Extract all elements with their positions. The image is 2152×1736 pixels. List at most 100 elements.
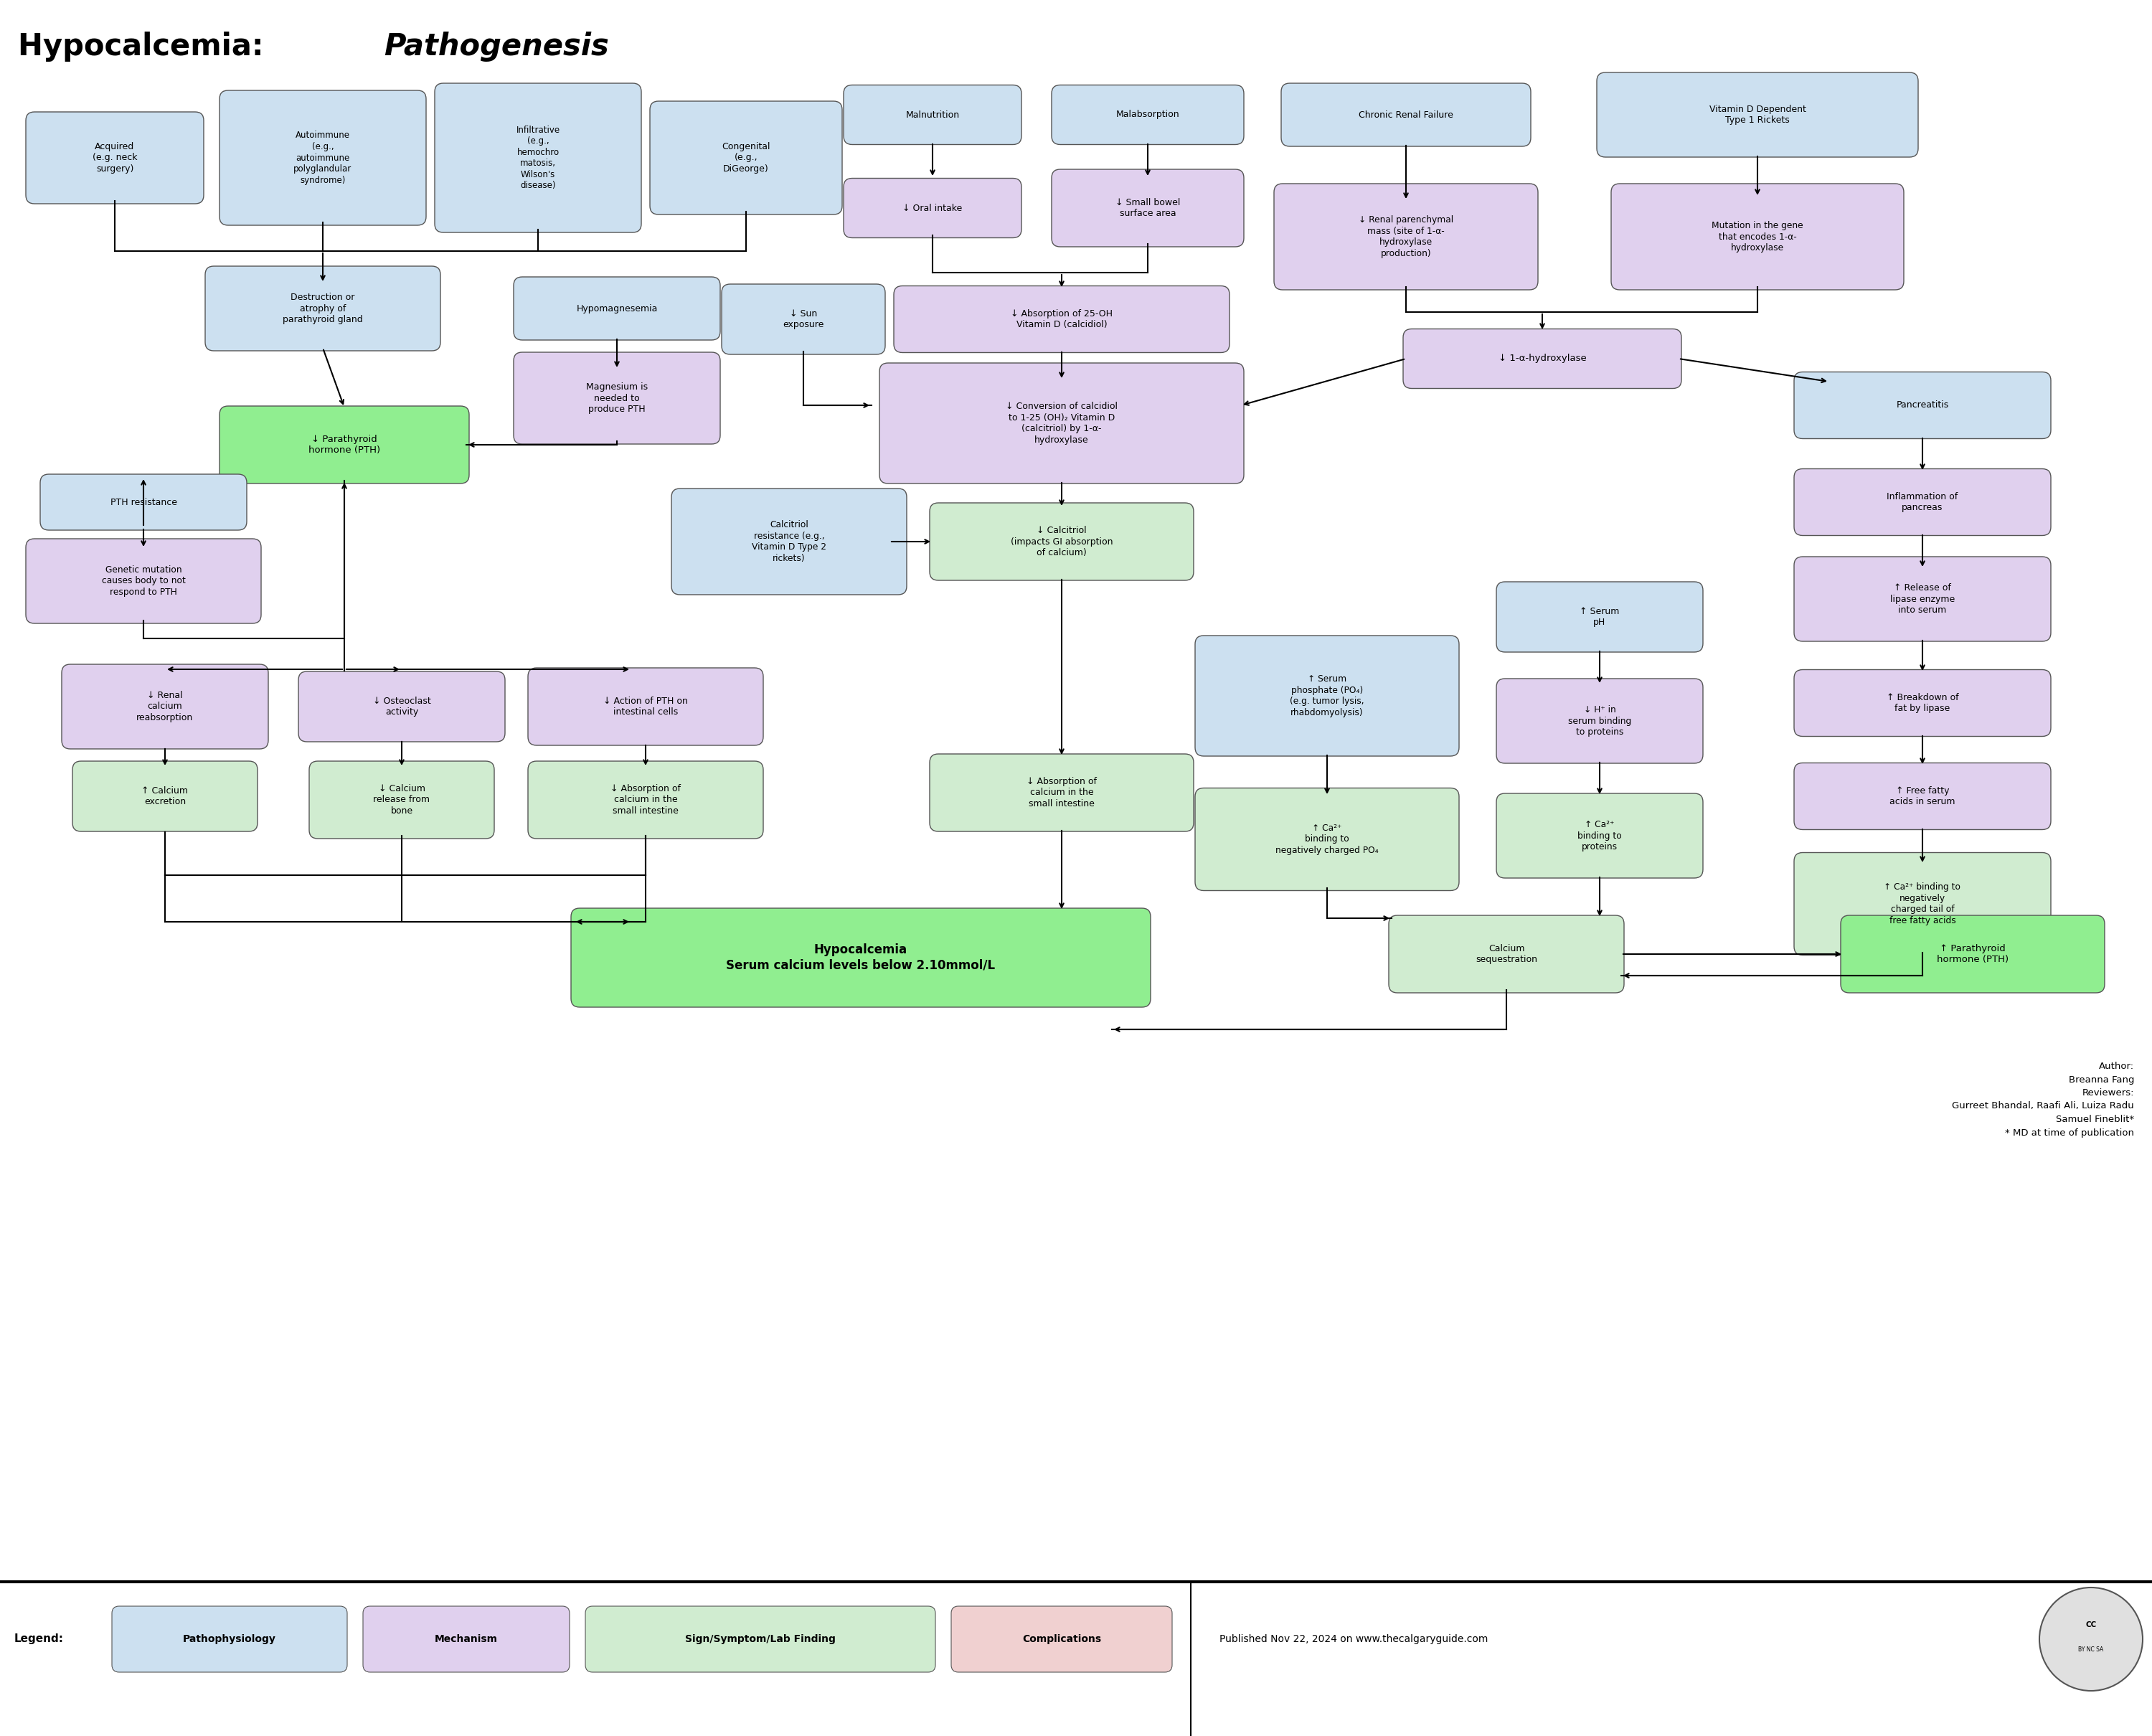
FancyBboxPatch shape (527, 760, 764, 838)
FancyBboxPatch shape (1795, 670, 2051, 736)
Text: Mechanism: Mechanism (435, 1634, 497, 1644)
FancyBboxPatch shape (220, 90, 426, 226)
Text: ↓ Calcitriol
(impacts GI absorption
of calcium): ↓ Calcitriol (impacts GI absorption of c… (1011, 526, 1113, 557)
FancyBboxPatch shape (1052, 170, 1244, 247)
Text: ↓ 1-α-hydroxylase: ↓ 1-α-hydroxylase (1498, 354, 1586, 363)
Text: Calcium
sequestration: Calcium sequestration (1476, 944, 1537, 963)
FancyBboxPatch shape (1388, 915, 1625, 993)
FancyBboxPatch shape (26, 538, 260, 623)
Text: Hypocalcemia
Serum calcium levels below 2.10mmol/L: Hypocalcemia Serum calcium levels below … (725, 943, 996, 972)
Text: ↓ Oral intake: ↓ Oral intake (902, 203, 962, 214)
FancyBboxPatch shape (1496, 793, 1702, 878)
FancyBboxPatch shape (585, 1606, 936, 1672)
Text: Genetic mutation
causes body to not
respond to PTH: Genetic mutation causes body to not resp… (101, 566, 185, 597)
Text: ↑ Ca²⁺
binding to
proteins: ↑ Ca²⁺ binding to proteins (1577, 819, 1623, 851)
FancyBboxPatch shape (844, 179, 1022, 238)
Text: Pathogenesis: Pathogenesis (383, 31, 609, 62)
Text: Calcitriol
resistance (e.g.,
Vitamin D Type 2
rickets): Calcitriol resistance (e.g., Vitamin D T… (751, 521, 826, 562)
Text: ↓ Renal parenchymal
mass (site of 1-α-
hydroxylase
production): ↓ Renal parenchymal mass (site of 1-α- h… (1358, 215, 1453, 259)
FancyBboxPatch shape (1194, 635, 1459, 757)
FancyBboxPatch shape (514, 352, 721, 444)
Text: ↓ Conversion of calcidiol
to 1-25 (OH)₂ Vitamin D
(calcitriol) by 1-α-
hydroxyla: ↓ Conversion of calcidiol to 1-25 (OH)₂ … (1005, 403, 1117, 444)
FancyBboxPatch shape (951, 1606, 1173, 1672)
FancyBboxPatch shape (435, 83, 641, 233)
Text: ↑ Ca²⁺ binding to
negatively
charged tail of
free fatty acids: ↑ Ca²⁺ binding to negatively charged tai… (1885, 882, 1960, 925)
FancyBboxPatch shape (1795, 372, 2051, 439)
Text: ↑ Free fatty
acids in serum: ↑ Free fatty acids in serum (1889, 786, 1956, 807)
Text: ↓ Parathyroid
hormone (PTH): ↓ Parathyroid hormone (PTH) (308, 434, 381, 455)
Text: BY NC SA: BY NC SA (2079, 1647, 2105, 1653)
Text: Inflammation of
pancreas: Inflammation of pancreas (1887, 491, 1958, 512)
FancyBboxPatch shape (310, 760, 495, 838)
FancyBboxPatch shape (1795, 762, 2051, 830)
Text: ↓ Action of PTH on
intestinal cells: ↓ Action of PTH on intestinal cells (603, 696, 689, 717)
Text: Published Nov 22, 2024 on www.thecalgaryguide.com: Published Nov 22, 2024 on www.thecalgary… (1220, 1634, 1487, 1644)
Text: Vitamin D Dependent
Type 1 Rickets: Vitamin D Dependent Type 1 Rickets (1709, 104, 1806, 125)
FancyBboxPatch shape (1597, 73, 1917, 156)
FancyBboxPatch shape (364, 1606, 570, 1672)
FancyBboxPatch shape (73, 760, 258, 832)
Text: Author:
Breanna Fang
Reviewers:
Gurreet Bhandal, Raafi Ali, Luiza Radu
Samuel Fi: Author: Breanna Fang Reviewers: Gurreet … (1952, 1062, 2135, 1137)
FancyBboxPatch shape (299, 672, 506, 741)
Text: Chronic Renal Failure: Chronic Renal Failure (1358, 109, 1453, 120)
Text: Destruction or
atrophy of
parathyroid gland: Destruction or atrophy of parathyroid gl… (282, 293, 364, 325)
Text: Congenital
(e.g.,
DiGeorge): Congenital (e.g., DiGeorge) (721, 142, 770, 174)
FancyBboxPatch shape (650, 101, 841, 215)
FancyBboxPatch shape (844, 85, 1022, 144)
FancyBboxPatch shape (930, 753, 1194, 832)
Text: Hypocalcemia:: Hypocalcemia: (17, 31, 273, 62)
FancyBboxPatch shape (26, 111, 204, 203)
FancyBboxPatch shape (1052, 85, 1244, 144)
FancyBboxPatch shape (1795, 852, 2051, 955)
FancyBboxPatch shape (62, 665, 269, 748)
Text: ↓ Absorption of
calcium in the
small intestine: ↓ Absorption of calcium in the small int… (1027, 778, 1098, 809)
Text: Hypomagnesemia: Hypomagnesemia (577, 304, 659, 312)
Text: Acquired
(e.g. neck
surgery): Acquired (e.g. neck surgery) (93, 142, 138, 174)
Text: ↑ Breakdown of
fat by lipase: ↑ Breakdown of fat by lipase (1887, 693, 1958, 713)
FancyBboxPatch shape (570, 908, 1151, 1007)
FancyBboxPatch shape (1496, 582, 1702, 653)
Text: ↑ Ca²⁺
binding to
negatively charged PO₄: ↑ Ca²⁺ binding to negatively charged PO₄ (1276, 823, 1379, 856)
FancyBboxPatch shape (1612, 184, 1905, 290)
FancyBboxPatch shape (1795, 469, 2051, 535)
Text: ↑ Calcium
excretion: ↑ Calcium excretion (142, 786, 189, 807)
FancyBboxPatch shape (1840, 915, 2105, 993)
Text: CC: CC (2085, 1621, 2096, 1628)
Text: Pancreatitis: Pancreatitis (1896, 401, 1950, 410)
Text: ↓ Sun
exposure: ↓ Sun exposure (783, 309, 824, 330)
FancyBboxPatch shape (41, 474, 247, 529)
Text: Autoimmune
(e.g.,
autoimmune
polyglandular
syndrome): Autoimmune (e.g., autoimmune polyglandul… (293, 130, 353, 184)
Text: Mutation in the gene
that encodes 1-α-
hydroxylase: Mutation in the gene that encodes 1-α- h… (1711, 220, 1803, 252)
Circle shape (2040, 1587, 2143, 1691)
FancyBboxPatch shape (721, 285, 884, 354)
Text: ↓ Absorption of 25-OH
Vitamin D (calcidiol): ↓ Absorption of 25-OH Vitamin D (calcidi… (1011, 309, 1113, 330)
FancyBboxPatch shape (1496, 679, 1702, 764)
Text: ↑ Serum
phosphate (PO₄)
(e.g. tumor lysis,
rhabdomyolysis): ↑ Serum phosphate (PO₄) (e.g. tumor lysi… (1289, 675, 1364, 717)
Text: ↓ H⁺ in
serum binding
to proteins: ↓ H⁺ in serum binding to proteins (1569, 705, 1631, 736)
Text: ↓ Absorption of
calcium in the
small intestine: ↓ Absorption of calcium in the small int… (611, 785, 680, 816)
FancyBboxPatch shape (1795, 557, 2051, 641)
Text: ↓ Osteoclast
activity: ↓ Osteoclast activity (372, 696, 430, 717)
FancyBboxPatch shape (893, 286, 1229, 352)
Text: Magnesium is
needed to
produce PTH: Magnesium is needed to produce PTH (585, 382, 648, 413)
FancyBboxPatch shape (880, 363, 1244, 484)
Text: ↓ Small bowel
surface area: ↓ Small bowel surface area (1115, 198, 1179, 219)
Text: Sign/Symptom/Lab Finding: Sign/Symptom/Lab Finding (684, 1634, 835, 1644)
FancyBboxPatch shape (220, 406, 469, 484)
Text: Complications: Complications (1022, 1634, 1102, 1644)
FancyBboxPatch shape (930, 503, 1194, 580)
FancyBboxPatch shape (112, 1606, 346, 1672)
Text: Infiltrative
(e.g.,
hemochro
matosis,
Wilson's
disease): Infiltrative (e.g., hemochro matosis, Wi… (516, 125, 560, 191)
FancyBboxPatch shape (1274, 184, 1539, 290)
FancyBboxPatch shape (1194, 788, 1459, 891)
Text: PTH resistance: PTH resistance (110, 498, 176, 507)
Text: ↓ Calcium
release from
bone: ↓ Calcium release from bone (374, 785, 430, 816)
Text: Malnutrition: Malnutrition (906, 109, 960, 120)
FancyBboxPatch shape (671, 488, 906, 595)
Text: ↑ Release of
lipase enzyme
into serum: ↑ Release of lipase enzyme into serum (1889, 583, 1954, 615)
FancyBboxPatch shape (514, 278, 721, 340)
Text: ↑ Serum
pH: ↑ Serum pH (1580, 606, 1620, 627)
FancyBboxPatch shape (1403, 328, 1681, 389)
Text: Malabsorption: Malabsorption (1117, 109, 1179, 120)
Text: ↑ Parathyroid
hormone (PTH): ↑ Parathyroid hormone (PTH) (1937, 944, 2008, 963)
